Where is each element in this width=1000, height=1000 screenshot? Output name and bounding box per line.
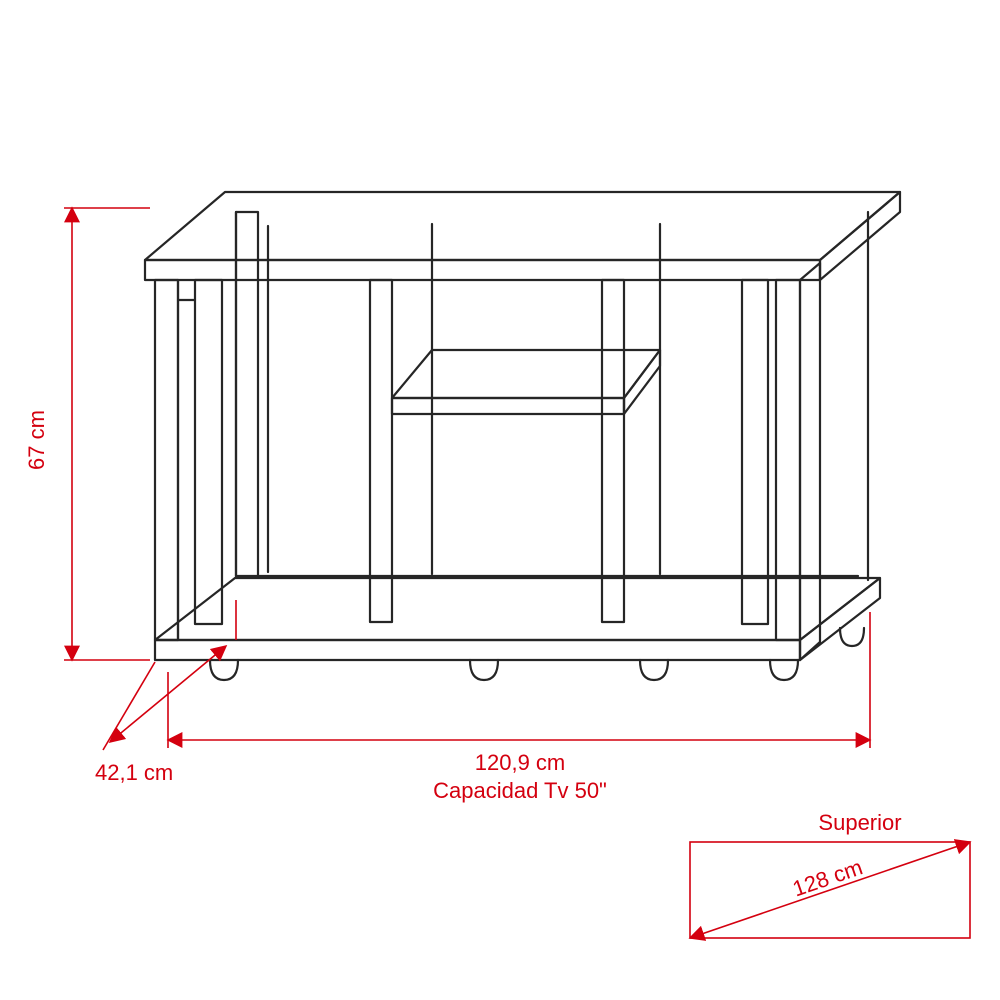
- dimension-height-label: 67 cm: [24, 410, 49, 470]
- dimension-lines: [64, 208, 870, 750]
- furniture-dimension-diagram: :root { /* placeholder */ }: [0, 0, 1000, 1000]
- tv-stand-outline: [145, 192, 900, 680]
- superior-title: Superior: [818, 810, 901, 835]
- dimension-width-label: 120,9 cm: [475, 750, 566, 775]
- superior-diagonal-label: 128 cm: [789, 854, 865, 901]
- dimension-depth-label: 42,1 cm: [95, 760, 173, 785]
- superior-inset: Superior 128 cm: [690, 810, 970, 938]
- capacity-label: Capacidad Tv 50": [433, 778, 607, 803]
